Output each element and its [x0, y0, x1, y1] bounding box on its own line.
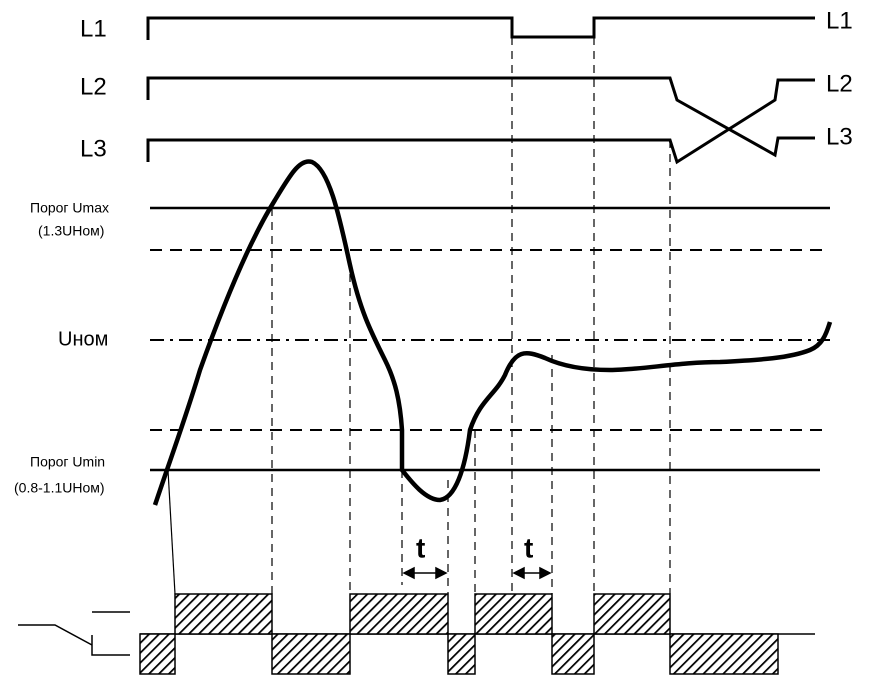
time-marker	[167, 469, 176, 595]
threshold-label: Порог Umax	[30, 200, 109, 216]
threshold-lines	[150, 206, 830, 472]
threshold-label: Uном	[58, 328, 108, 350]
time-markers	[271, 37, 671, 594]
threshold-label: Порог Umin	[30, 454, 105, 470]
threshold-value: (1.3UНом)	[38, 223, 104, 239]
delay-label: t	[524, 532, 533, 563]
phase-label: L1	[80, 15, 107, 42]
delay-label: t	[416, 532, 425, 563]
phase-label: L2	[80, 73, 107, 100]
phase-lines	[146, 16, 815, 165]
phase-label: L2	[826, 70, 853, 97]
relay-blocks	[139, 593, 779, 675]
phase-label: L3	[80, 135, 107, 162]
phase-label: L1	[826, 7, 853, 34]
relay-symbol	[18, 611, 130, 656]
delay-arrows	[402, 566, 552, 580]
phase-label: L3	[826, 123, 853, 150]
threshold-value: (0.8-1.1UНом)	[14, 480, 105, 496]
voltage-curve	[152, 159, 833, 506]
